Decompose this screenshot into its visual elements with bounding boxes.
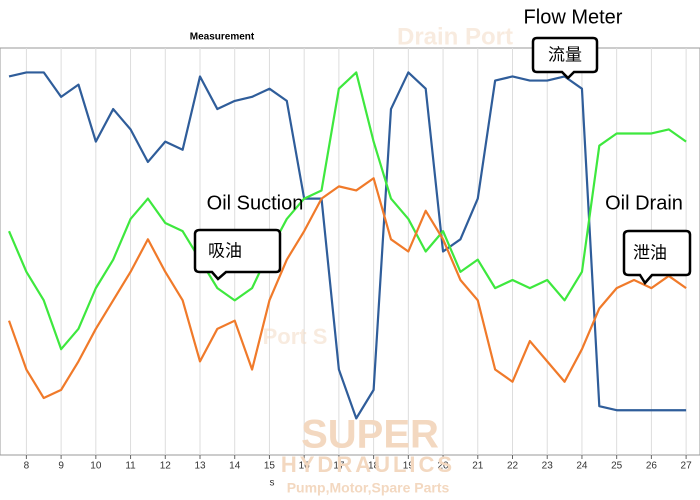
lines	[7, 71, 687, 420]
callout-text: 吸油	[208, 241, 242, 260]
x-tick-label: 9	[58, 461, 64, 472]
callout-text: 泄油	[633, 243, 667, 262]
x-axis-label: s	[270, 478, 275, 489]
x-tick-label: 11	[125, 461, 136, 472]
x-tick-label: 10	[90, 461, 102, 472]
x-tick-label: 18	[368, 461, 380, 472]
x-tick-label: 13	[194, 461, 206, 472]
plot-area	[0, 47, 700, 456]
x-tick-label: 20	[437, 461, 449, 472]
x-tick-label: 12	[160, 461, 172, 472]
x-tick-label: 23	[542, 461, 554, 472]
callout-box	[622, 229, 692, 286]
x-tick-label: 25	[611, 461, 623, 472]
watermark: HYDRAULICS	[281, 452, 455, 477]
legend-label: Oil Suction	[207, 192, 304, 214]
series-line	[8, 71, 687, 351]
x-tick-label: 26	[646, 461, 658, 472]
series-line	[8, 71, 687, 420]
x-tick-label: 17	[333, 461, 345, 472]
watermark: Drain Port	[397, 23, 513, 50]
x-tick-label: 15	[264, 461, 276, 472]
x-tick-label: 8	[24, 461, 30, 472]
watermark: SUPER	[301, 413, 439, 457]
x-tick-label: 22	[507, 461, 519, 472]
callout-text: 流量	[548, 45, 582, 64]
callout-box	[193, 228, 282, 281]
x-tick-label: 27	[681, 461, 693, 472]
series-line	[7, 177, 687, 400]
legend-label: Oil Drain	[605, 192, 683, 214]
watermark: Port S	[263, 324, 328, 349]
x-tick-label: 16	[299, 461, 311, 472]
x-tick-label: 21	[472, 461, 484, 472]
legend-label: Flow Meter	[524, 6, 623, 28]
x-tick-label: 14	[229, 461, 241, 472]
x-tick-label: 24	[576, 461, 588, 472]
watermark: Pump,Motor,Spare Parts	[287, 480, 450, 496]
callout-box	[531, 36, 599, 80]
chart-title: Measurement	[190, 32, 255, 43]
x-tick-label: 19	[403, 461, 415, 472]
